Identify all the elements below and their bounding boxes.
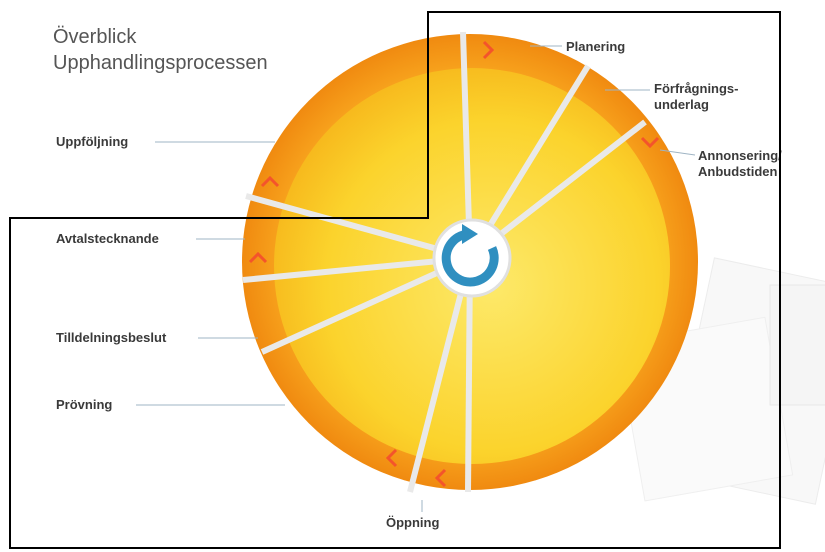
process-wheel: Överblick Upphandlingsprocessen — [0, 0, 825, 552]
wheel — [242, 32, 698, 492]
title-line: Upphandlingsprocessen — [53, 52, 268, 74]
step-label: Prövning — [56, 397, 112, 412]
step-label: Tilldelningsbeslut — [56, 330, 167, 345]
step-label: Annonsering/ — [698, 148, 782, 163]
title-line: Överblick — [53, 26, 137, 48]
step-label: Avtalstecknande — [56, 231, 159, 246]
step-label: underlag — [654, 97, 709, 112]
step-label: Anbudstiden — [698, 164, 777, 179]
page: {"header": {"title": ["Överblick", "Upph… — [0, 0, 825, 552]
step-label: Uppföljning — [56, 134, 128, 149]
step-label: Förfrågnings- — [654, 81, 739, 96]
step-label: Öppning — [386, 515, 439, 530]
step-label: Planering — [566, 39, 625, 54]
